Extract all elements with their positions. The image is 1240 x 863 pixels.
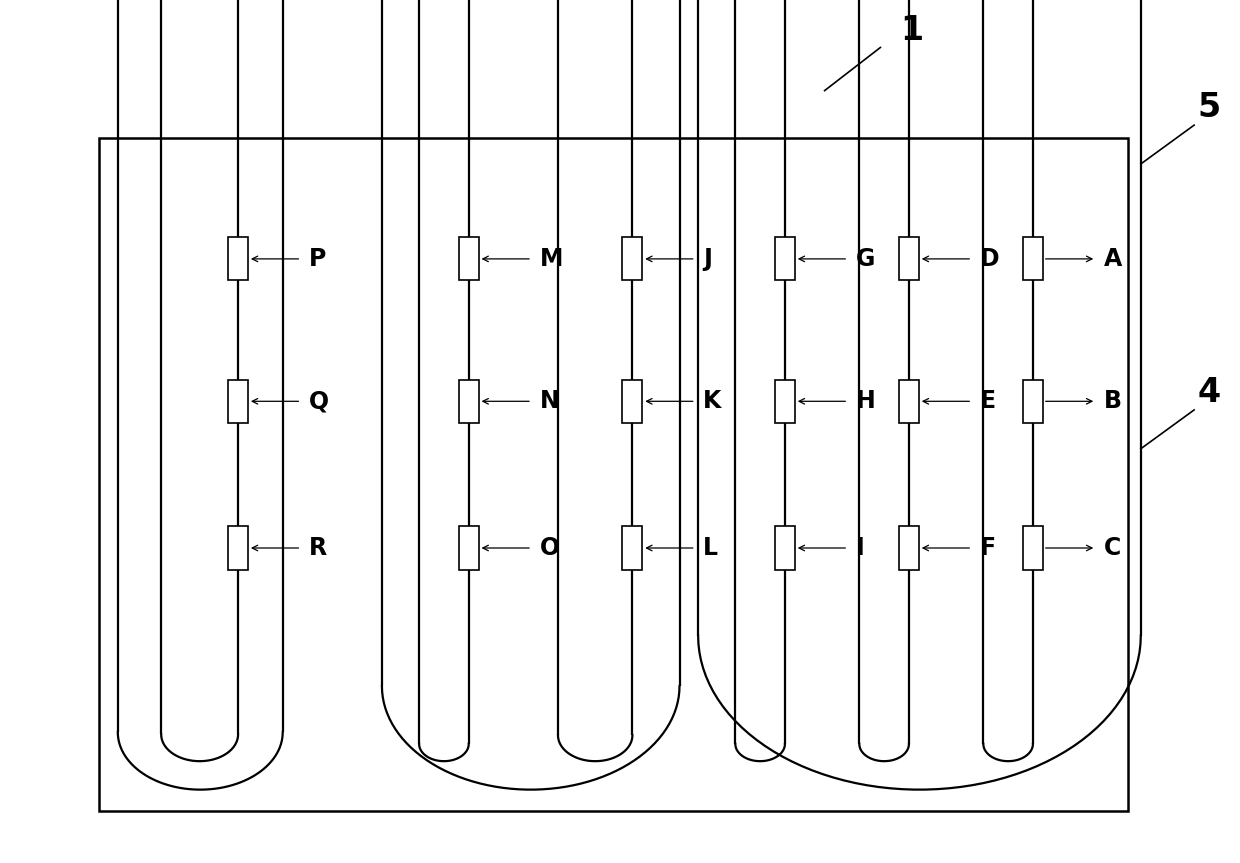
Bar [775,237,795,280]
Text: O: O [539,536,559,560]
Text: E: E [980,389,996,413]
Text: R: R [309,536,327,560]
Text: K: K [703,389,722,413]
Bar [899,237,919,280]
Text: J: J [703,247,712,271]
Bar [775,380,795,423]
Text: 1: 1 [900,14,923,47]
Text: P: P [309,247,326,271]
Text: M: M [539,247,563,271]
Bar [228,237,248,280]
Text: G: G [856,247,875,271]
Text: Q: Q [309,389,329,413]
Bar [459,380,479,423]
Bar [622,237,642,280]
Text: B: B [1104,389,1122,413]
Bar [622,526,642,570]
Bar [228,526,248,570]
Bar [99,138,1128,811]
Bar [622,380,642,423]
Text: H: H [856,389,875,413]
Bar [228,380,248,423]
Bar [1023,526,1043,570]
Bar [459,526,479,570]
Text: L: L [703,536,718,560]
Text: C: C [1104,536,1121,560]
Bar [459,237,479,280]
Bar [775,526,795,570]
Text: 4: 4 [1198,376,1220,409]
Text: I: I [856,536,864,560]
Bar [1023,380,1043,423]
Bar [1023,237,1043,280]
Text: D: D [980,247,999,271]
Text: 5: 5 [1198,91,1220,124]
Bar [899,380,919,423]
Text: F: F [980,536,996,560]
Text: N: N [539,389,559,413]
Bar [899,526,919,570]
Text: A: A [1104,247,1122,271]
